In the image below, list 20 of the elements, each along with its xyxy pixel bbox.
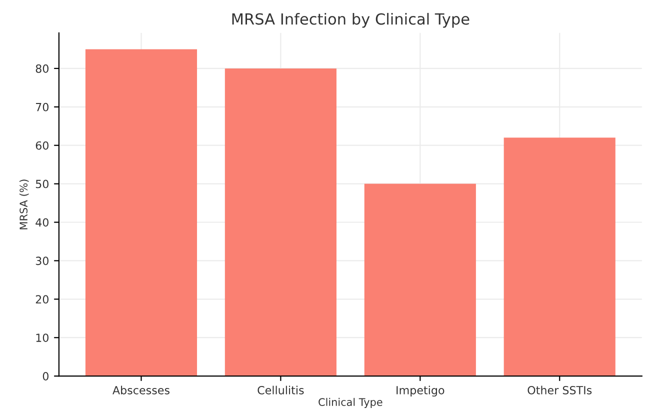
- bar: [224, 68, 336, 376]
- x-tick-label: Cellulitis: [258, 386, 304, 394]
- bar: [85, 49, 198, 376]
- y-tick-label: 50: [36, 180, 48, 188]
- y-tick-label: 10: [36, 334, 48, 342]
- x-tick-label: Other SSTIs: [528, 386, 592, 394]
- bar: [504, 138, 616, 376]
- x-tick-label: Abscesses: [112, 386, 170, 394]
- x-tick-label: Impetigo: [396, 386, 444, 397]
- y-tick-label: 40: [36, 218, 48, 227]
- y-axis-title: MRSA (%): [19, 180, 29, 230]
- y-tick-label: 70: [36, 102, 48, 112]
- y-tick-label: 80: [36, 64, 48, 73]
- chart-title: MRSA Infection by Clinical Type: [232, 12, 470, 28]
- y-tick-label: 0: [42, 372, 48, 380]
- y-tick-label: 30: [36, 256, 48, 266]
- y-tick-label: 20: [36, 295, 48, 304]
- bar: [364, 184, 476, 376]
- x-axis-title: Clinical Type: [318, 398, 382, 408]
- y-tick-label: 60: [36, 141, 48, 150]
